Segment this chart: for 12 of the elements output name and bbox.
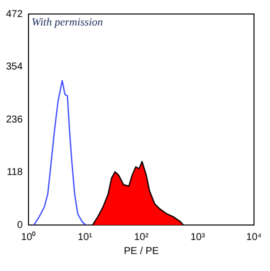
x-axis-title: PE / PE: [124, 246, 160, 257]
x-tick-label: 10³: [190, 232, 206, 243]
x-tick-label: 10⁴: [246, 232, 262, 243]
y-tick-label: 118: [6, 167, 24, 178]
y-tick-label: 0: [17, 220, 24, 231]
x-tick-label: 10⁰: [21, 230, 36, 243]
y-tick-label: 354: [6, 62, 24, 72]
annotation: With permission: [32, 16, 104, 28]
y-tick-label: 236: [6, 114, 24, 126]
x-tick-label: 10²: [134, 232, 150, 243]
y-tick-label: 472: [6, 8, 24, 20]
x-tick-label: 10¹: [78, 232, 93, 243]
